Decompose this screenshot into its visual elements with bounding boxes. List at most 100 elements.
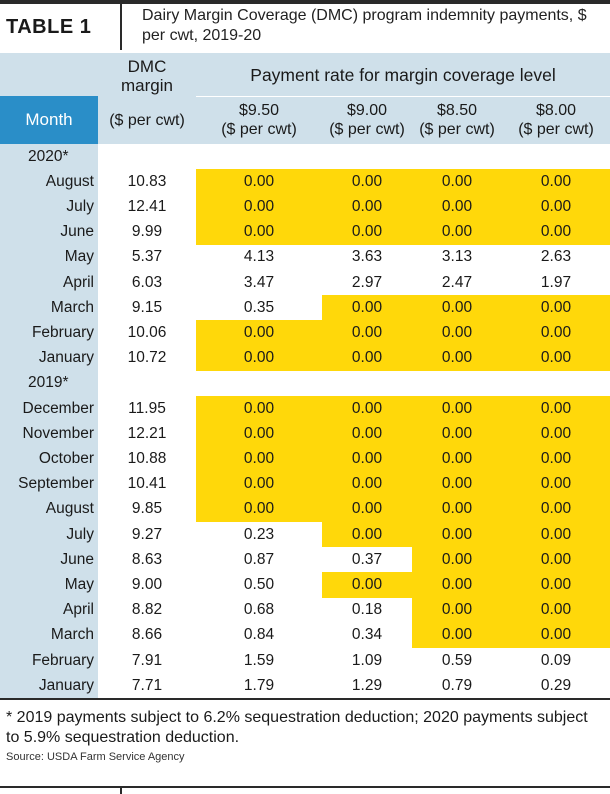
payment-rate-cell: 1.09 (351, 651, 383, 669)
payment-rate-cell: 1.29 (351, 676, 383, 694)
payment-rate-cell: 0.37 (351, 550, 383, 568)
month-cell: June (60, 550, 94, 568)
payment-rate-cell: 0.00 (196, 446, 322, 472)
table-row: January 10.72 0.00 0.00 0.00 0.00 (0, 345, 610, 371)
payment-rate-cell: 0.00 (412, 522, 502, 548)
payment-rate-cell: 0.00 (322, 446, 412, 472)
rate-group-header: Payment rate for margin coverage level (250, 65, 556, 85)
payment-rate-cell: 0.00 (502, 471, 610, 497)
payment-rate-cell: 4.13 (243, 248, 275, 266)
payment-rate-cell: 0.00 (322, 496, 412, 522)
table-row: October 10.88 0.00 0.00 0.00 0.00 (0, 446, 610, 472)
payment-rate-cell: 0.00 (412, 320, 502, 346)
payment-rate-cell: 0.68 (243, 601, 275, 619)
month-cell: March (50, 298, 94, 316)
level-unit: ($ per cwt) (221, 121, 297, 138)
table-row: May 5.37 4.13 3.63 3.13 2.63 (0, 245, 610, 270)
payment-rate-cell: 0.00 (502, 396, 610, 422)
table-label: TABLE 1 (6, 15, 92, 38)
payment-rate-cell: 0.00 (502, 496, 610, 522)
payment-rate-cell: 2.47 (441, 273, 473, 291)
payment-rate-cell: 0.00 (412, 219, 502, 245)
month-cell: June (60, 223, 94, 241)
dmc-margin-cell: 10.06 (127, 323, 167, 341)
payment-rate-cell: 0.34 (351, 626, 383, 644)
year-row: 2020* (0, 144, 610, 169)
footer-rule (0, 786, 610, 788)
table-row: April 8.82 0.68 0.18 0.00 0.00 (0, 597, 610, 623)
payment-rate-cell: 0.00 (412, 471, 502, 497)
table-row: July 9.27 0.23 0.00 0.00 0.00 (0, 522, 610, 548)
month-cell: December (22, 399, 95, 417)
payment-rate-cell: 0.00 (502, 597, 610, 623)
month-cell: August (45, 500, 94, 518)
level-amount: $8.00 (535, 102, 577, 119)
payment-rate-cell: 0.00 (322, 421, 412, 447)
payment-rate-cell: 0.00 (502, 169, 610, 195)
payment-rate-cell: 0.00 (196, 396, 322, 422)
payment-rate-cell: 0.00 (196, 320, 322, 346)
table-row: August 9.85 0.00 0.00 0.00 0.00 (0, 496, 610, 522)
payment-rate-cell: 0.00 (502, 421, 610, 447)
level-amount: $9.50 (238, 102, 280, 119)
title-divider (120, 4, 122, 50)
payment-rate-cell: 1.97 (540, 273, 572, 291)
payment-rate-cell: 0.00 (322, 320, 412, 346)
month-cell: February (31, 651, 94, 669)
payment-rate-cell: 0.00 (322, 169, 412, 195)
payment-rate-cell: 0.00 (502, 622, 610, 648)
payment-rate-cell: 0.00 (502, 446, 610, 472)
year-label: 2019* (28, 374, 69, 392)
level-header-850: $8.50 ($ per cwt) (412, 101, 502, 139)
table-row: June 9.99 0.00 0.00 0.00 0.00 (0, 219, 610, 245)
month-cell: July (66, 197, 94, 215)
payment-rate-cell: 0.00 (502, 194, 610, 220)
table-row: January 7.71 1.79 1.29 0.79 0.29 (0, 673, 610, 698)
month-cell: May (64, 575, 94, 593)
payment-rate-cell: 0.09 (540, 651, 572, 669)
payment-rate-cell: 0.00 (196, 421, 322, 447)
payment-rate-cell: 0.87 (243, 550, 275, 568)
payment-rate-cell: 0.00 (412, 597, 502, 623)
payment-rate-cell: 0.79 (441, 676, 473, 694)
level-amount: $9.00 (346, 102, 388, 119)
payment-rate-cell: 0.00 (196, 471, 322, 497)
month-cell: February (31, 323, 94, 341)
payment-rate-cell: 0.00 (196, 496, 322, 522)
payment-rate-cell: 1.59 (243, 651, 275, 669)
month-cell: October (38, 449, 94, 467)
payment-rate-cell: 0.18 (351, 601, 383, 619)
level-header-900: $9.00 ($ per cwt) (322, 101, 412, 139)
dmc-margin-cell: 9.99 (131, 223, 163, 241)
dmc-margin-cell: 9.85 (131, 500, 163, 518)
payment-rate-cell: 0.00 (502, 345, 610, 371)
payment-rate-cell: 0.00 (322, 396, 412, 422)
dmc-margin-cell: 12.21 (127, 424, 167, 442)
month-cell: April (62, 273, 94, 291)
dmc-margin-cell: 7.71 (131, 676, 163, 694)
payment-rate-cell: 0.00 (412, 194, 502, 220)
table-row: December 11.95 0.00 0.00 0.00 0.00 (0, 396, 610, 422)
month-cell: April (62, 601, 94, 619)
footer-tick (120, 786, 122, 794)
payment-rate-cell: 0.00 (502, 295, 610, 321)
payment-rate-cell: 0.50 (243, 575, 275, 593)
table-row: April 6.03 3.47 2.97 2.47 1.97 (0, 270, 610, 295)
month-cell: July (66, 525, 94, 543)
month-cell: November (22, 424, 95, 442)
payment-rate-cell: 3.47 (243, 273, 275, 291)
dmc-margin-cell: 11.95 (128, 399, 166, 417)
dmc-margin-cell: 10.88 (127, 449, 167, 467)
dmc-margin-cell: 10.83 (127, 172, 167, 190)
month-header: Month (0, 96, 98, 144)
year-label: 2020* (28, 147, 69, 165)
payment-rate-cell: 0.00 (412, 345, 502, 371)
level-unit: ($ per cwt) (329, 121, 405, 138)
payment-rate-cell: 0.00 (502, 547, 610, 573)
footnote: * 2019 payments subject to 6.2% sequestr… (6, 709, 588, 746)
payment-rate-cell: 2.97 (351, 273, 383, 291)
dmc-unit-header: ($ per cwt) (109, 112, 185, 129)
dmc-margin-cell: 8.66 (131, 626, 163, 644)
dmc-margin-cell: 6.03 (131, 273, 163, 291)
dmc-margin-cell: 9.00 (131, 575, 163, 593)
